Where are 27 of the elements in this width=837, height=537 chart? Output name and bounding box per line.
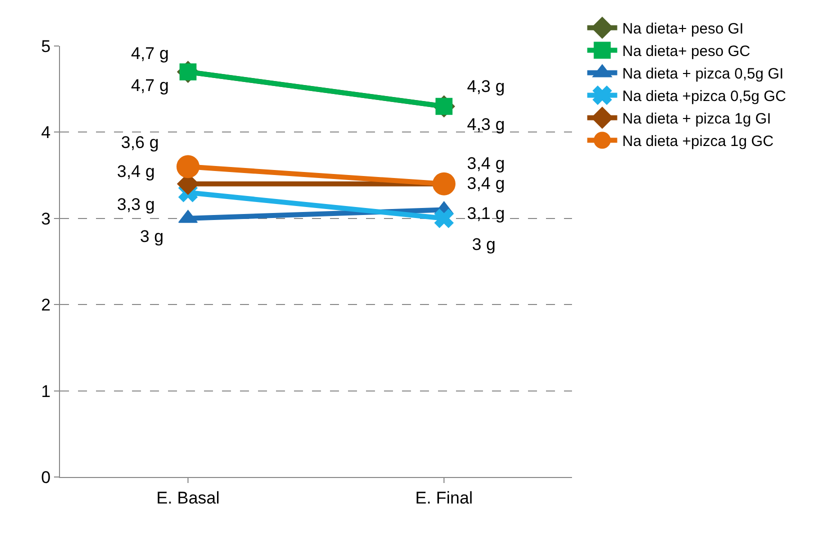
data-label: 3,1 g xyxy=(467,204,505,223)
data-label: 4,7 g xyxy=(131,76,169,95)
point xyxy=(176,155,200,178)
legend-label: Na dieta+ peso GI xyxy=(622,20,744,38)
data-label: 3 g xyxy=(472,235,496,254)
legend-label: Na dieta +pizca 1g GC xyxy=(622,133,774,150)
y-tick-label: 2 xyxy=(41,296,51,315)
y-tick-label: 1 xyxy=(41,382,51,401)
legend-label: Na dieta +pizca 0,5g GC xyxy=(622,88,786,106)
x-tick-label: E. Basal xyxy=(156,488,220,508)
x-tick-label: E. Final xyxy=(415,488,473,508)
data-label: 3,4 g xyxy=(117,162,155,181)
data-label: 3,3 g xyxy=(117,195,155,214)
legend-label: Na dieta+ peso GC xyxy=(622,43,750,60)
y-tick-label: 4 xyxy=(41,123,51,142)
data-label: 3,4 g xyxy=(467,174,505,193)
y-tick-label: 3 xyxy=(41,209,51,228)
data-label: 4,3 g xyxy=(467,115,505,134)
legend-label: Na dieta + pizca 1g GI xyxy=(622,110,772,128)
data-label: 3,6 g xyxy=(121,133,159,152)
y-tick-label: 0 xyxy=(41,468,51,487)
data-label: 4,7 g xyxy=(131,44,169,63)
y-tick-label: 5 xyxy=(41,36,51,56)
data-label: 4,3 g xyxy=(467,77,505,96)
data-label: 3,4 g xyxy=(467,154,505,173)
data-label: 3 g xyxy=(140,227,164,246)
legend-label: Na dieta + pizca 0,5g GI xyxy=(622,66,784,83)
